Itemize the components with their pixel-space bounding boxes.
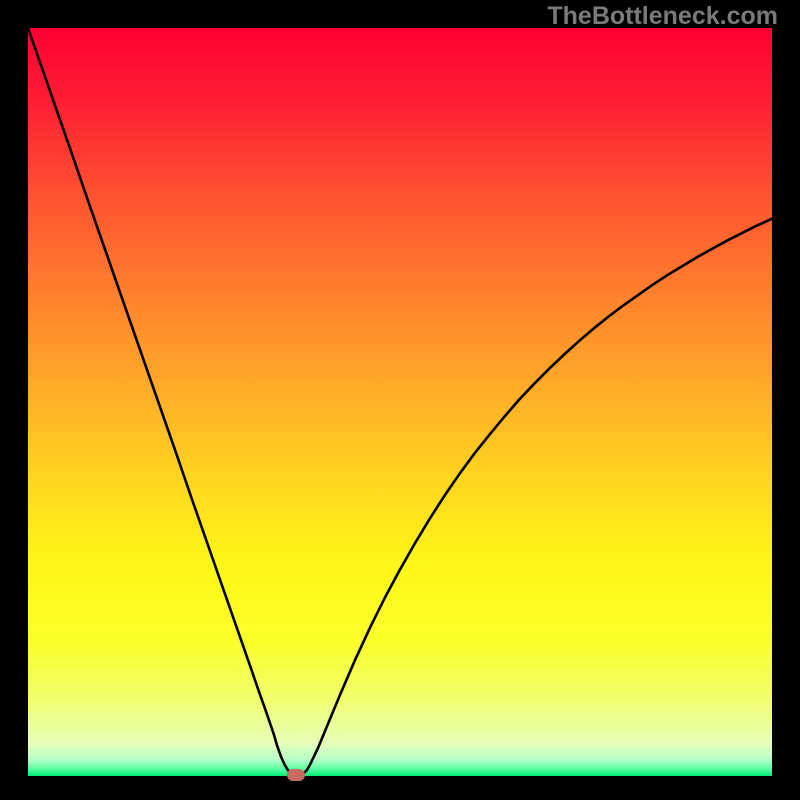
plot-area xyxy=(28,28,772,776)
chart-container: TheBottleneck.com xyxy=(0,0,800,800)
optimal-point-marker xyxy=(287,769,305,781)
watermark-text: TheBottleneck.com xyxy=(547,2,778,31)
